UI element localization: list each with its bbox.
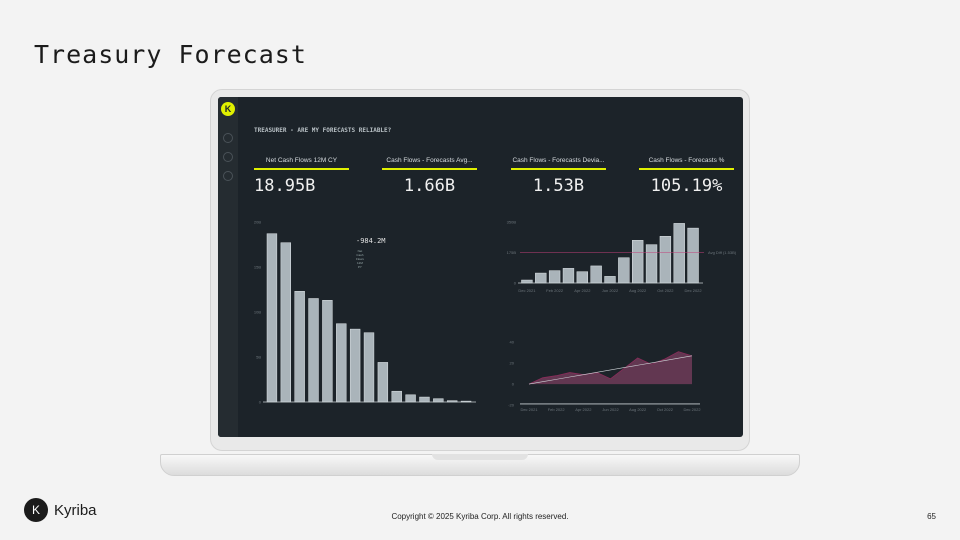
y-tick-label: 20B — [254, 220, 261, 225]
kpi-label: Net Cash Flows 12M CY — [254, 157, 349, 170]
bar — [363, 332, 375, 403]
bar — [632, 240, 644, 284]
forecast-area-chart: -20 0 20 40 Dec 2021 Feb 2022 Apr 2022 Jun 2022… — [508, 340, 701, 412]
kpi-forecasts-deviation[interactable]: Cash Flows - Forecasts Devia... 1.53B — [511, 157, 606, 196]
x-tick-label: Jun 2022 — [602, 288, 619, 293]
x-tick-label: Apr 2022 — [575, 407, 592, 412]
x-tick-label: Feb 2022 — [546, 288, 564, 293]
x-tick-label: Oct 2022 — [657, 288, 674, 293]
bar — [336, 323, 347, 403]
bar — [645, 244, 658, 284]
globe-icon[interactable] — [223, 171, 233, 181]
kpi-forecasts-percent[interactable]: Cash Flows - Forecasts % 105.19% — [639, 157, 734, 196]
bar — [659, 236, 672, 284]
kpi-net-cash-flows[interactable]: Net Cash Flows 12M CY 18.95B -984.2M Net… — [254, 157, 386, 269]
bar — [419, 396, 430, 403]
x-tick-label: Feb 2022 — [548, 407, 566, 412]
copyright: Copyright © 2025 Kyriba Corp. All rights… — [391, 512, 569, 521]
bar — [433, 398, 444, 403]
bar — [590, 265, 602, 284]
dashboard-heading: TREASURER - ARE MY FORECASTS RELIABLE? — [254, 127, 392, 134]
settings-icon[interactable] — [223, 133, 233, 143]
dashboard-screen: K TREASURER - ARE MY FORECASTS RELIABLE?… — [218, 97, 743, 437]
slide-title: Treasury Forecast — [34, 40, 307, 69]
sidebar: K — [218, 97, 238, 437]
kpi-value: 105.19% — [650, 176, 723, 196]
y-tick-label: 10B — [254, 310, 261, 315]
bar — [266, 233, 278, 403]
y-tick-label: 5B — [256, 355, 261, 360]
kpi-label: Cash Flows - Forecasts Avg... — [382, 157, 477, 170]
x-tick-label: Dec 2022 — [683, 407, 701, 412]
y-tick-label: 0 — [514, 281, 517, 286]
bar — [349, 328, 361, 403]
laptop-notch — [432, 454, 528, 460]
bar — [521, 279, 533, 284]
bar — [308, 298, 319, 403]
y-tick-label: 40 — [510, 340, 515, 345]
bar — [535, 272, 547, 284]
actual-area — [529, 351, 692, 385]
x-tick-label: Oct 2022 — [657, 407, 674, 412]
kpi-label: Cash Flows - Forecasts Devia... — [511, 157, 606, 170]
cash-flows-bar-chart: 0 5B 10B 15B 20B — [254, 220, 476, 405]
kpi-value: 1.53B — [532, 176, 585, 196]
bar — [280, 242, 291, 403]
kyriba-brand: K Kyriba — [24, 498, 97, 522]
bar — [391, 390, 402, 403]
bar — [405, 394, 416, 403]
bar — [377, 362, 389, 403]
bar — [687, 227, 699, 284]
kyriba-logo-icon[interactable]: K — [221, 102, 235, 116]
kpi-delta-label: Net Cash Flows 12M PY — [356, 249, 364, 269]
y-tick-label: 350B — [507, 220, 517, 225]
y-tick-label: 0 — [259, 400, 262, 405]
x-tick-label: Aug 2022 — [629, 407, 647, 412]
bar — [322, 300, 333, 403]
x-tick-label: Dec 2021 — [520, 407, 538, 412]
y-tick-label: -20 — [508, 403, 515, 408]
x-tick-label: Aug 2022 — [629, 288, 647, 293]
y-tick-label: 175B — [507, 250, 517, 255]
bar — [548, 270, 561, 284]
bar — [562, 268, 575, 284]
x-tick-label: Dec 2021 — [518, 288, 536, 293]
kpi-value: 1.66B — [403, 176, 456, 196]
y-tick-label: 0 — [512, 382, 515, 387]
kpi-delta: -984.2M — [356, 237, 386, 245]
bar — [604, 276, 616, 284]
forecast-diff-bar-chart: 0 175B 350B Dec 2021 Feb 2022 Apr 2022 Jun 202… — [507, 220, 737, 294]
trend-line — [528, 355, 693, 385]
avg-label: Avg Diff (1.53B) — [708, 250, 737, 255]
x-tick-label: Jun 2022 — [602, 407, 619, 412]
kyriba-logo-icon: K — [24, 498, 48, 522]
bar — [673, 223, 685, 284]
bar — [294, 291, 305, 403]
actual-line — [528, 351, 693, 385]
y-tick-label: 15B — [254, 265, 261, 270]
bar — [576, 271, 588, 284]
x-tick-label: Dec 2022 — [685, 288, 703, 293]
bar — [618, 257, 630, 284]
user-icon[interactable] — [223, 152, 233, 162]
page-number: 65 — [927, 512, 936, 521]
x-tick-label: Apr 2022 — [574, 288, 591, 293]
y-tick-label: 20 — [510, 361, 515, 366]
kpi-label: Cash Flows - Forecasts % — [639, 157, 734, 170]
kpi-forecasts-avg[interactable]: Cash Flows - Forecasts Avg... 1.66B — [382, 157, 477, 196]
brand-name: Kyriba — [54, 501, 97, 519]
kpi-value: 18.95B — [254, 176, 316, 196]
